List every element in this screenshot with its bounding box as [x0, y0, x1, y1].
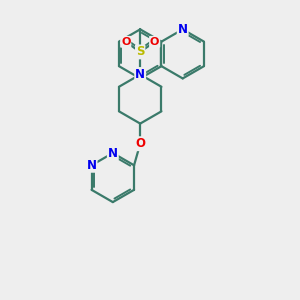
Text: O: O: [150, 37, 159, 47]
Text: N: N: [87, 159, 97, 172]
Text: O: O: [135, 137, 145, 150]
Text: S: S: [136, 45, 145, 58]
Text: N: N: [178, 23, 188, 36]
Text: N: N: [135, 68, 145, 81]
Text: N: N: [108, 146, 118, 160]
Text: O: O: [121, 37, 130, 47]
